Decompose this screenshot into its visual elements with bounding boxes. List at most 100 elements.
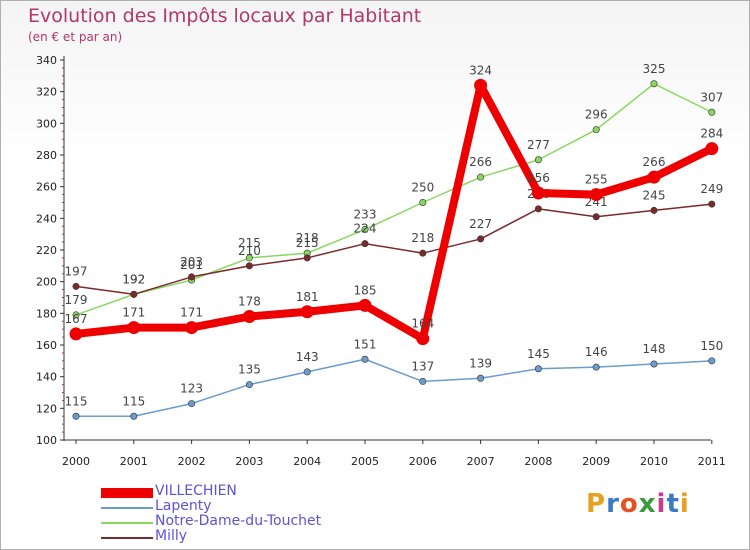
data-point bbox=[531, 186, 545, 200]
logo-letter: P bbox=[586, 489, 607, 519]
data-label: 185 bbox=[354, 283, 377, 297]
data-point bbox=[300, 305, 314, 319]
data-label: 307 bbox=[700, 90, 723, 104]
data-label: 115 bbox=[65, 394, 88, 408]
data-point bbox=[477, 374, 485, 382]
series-line bbox=[75, 358, 713, 417]
data-point bbox=[130, 412, 138, 420]
data-point bbox=[188, 400, 196, 408]
chart-subtitle: (en € et par an) bbox=[28, 30, 123, 44]
data-point bbox=[650, 206, 658, 214]
data-label: 201 bbox=[180, 258, 203, 272]
legend-swatch bbox=[101, 488, 153, 498]
data-label: 227 bbox=[469, 217, 492, 231]
data-point bbox=[419, 249, 427, 257]
data-label: 181 bbox=[296, 290, 319, 304]
data-label: 325 bbox=[643, 62, 666, 76]
series-line bbox=[75, 203, 713, 296]
data-point bbox=[188, 273, 196, 281]
data-label: 192 bbox=[122, 272, 145, 286]
data-point bbox=[708, 357, 716, 365]
y-tick-label: 340 bbox=[36, 54, 57, 67]
data-point bbox=[303, 368, 311, 376]
data-label: 250 bbox=[411, 181, 434, 195]
legend-label: Milly bbox=[155, 528, 188, 544]
data-point bbox=[592, 363, 600, 371]
legend-label: Lapenty bbox=[155, 498, 212, 514]
legend-swatch bbox=[101, 507, 153, 509]
legend-label: VILLECHIEN bbox=[155, 483, 237, 499]
data-point bbox=[592, 126, 600, 134]
data-label: 171 bbox=[122, 306, 145, 320]
x-tick-label: 2005 bbox=[351, 455, 379, 468]
data-label: 255 bbox=[585, 173, 608, 187]
data-label: 215 bbox=[296, 236, 319, 250]
data-point bbox=[647, 170, 661, 184]
x-tick-label: 2007 bbox=[467, 455, 495, 468]
data-point bbox=[361, 225, 369, 233]
data-point bbox=[72, 311, 80, 319]
data-label: 296 bbox=[585, 108, 608, 122]
data-label: 192 bbox=[122, 272, 145, 286]
logo-letter: r bbox=[606, 489, 620, 519]
data-point bbox=[474, 78, 488, 92]
data-label: 171 bbox=[180, 306, 203, 320]
proxiti-logo: Proxiti bbox=[586, 489, 690, 519]
legend-swatch bbox=[101, 537, 153, 539]
y-tick-label: 200 bbox=[36, 276, 57, 289]
data-point bbox=[72, 412, 80, 420]
data-label: 135 bbox=[238, 363, 261, 377]
data-label: 266 bbox=[469, 155, 492, 169]
data-label: 284 bbox=[700, 127, 723, 141]
data-label: 224 bbox=[354, 222, 377, 236]
data-point bbox=[650, 80, 658, 88]
x-tick-label: 2000 bbox=[62, 455, 90, 468]
data-label: 143 bbox=[296, 350, 319, 364]
data-point bbox=[130, 290, 138, 298]
data-label: 256 bbox=[527, 171, 550, 185]
data-label: 146 bbox=[585, 345, 608, 359]
data-point bbox=[361, 240, 369, 248]
data-label: 150 bbox=[700, 339, 723, 353]
data-label: 218 bbox=[296, 231, 319, 245]
x-tick-label: 2008 bbox=[524, 455, 552, 468]
data-point bbox=[534, 205, 542, 213]
legend-swatch bbox=[101, 522, 153, 524]
data-point bbox=[419, 377, 427, 385]
data-label: 210 bbox=[238, 244, 261, 258]
legend-label: Notre-Dame-du-Touchet bbox=[155, 513, 322, 529]
data-point bbox=[245, 254, 253, 262]
y-tick-label: 120 bbox=[36, 402, 57, 415]
data-point bbox=[245, 262, 253, 270]
data-point bbox=[127, 321, 141, 335]
x-tick-label: 2011 bbox=[698, 455, 726, 468]
x-tick-label: 2004 bbox=[293, 455, 321, 468]
data-point bbox=[361, 355, 369, 363]
data-point bbox=[419, 199, 427, 207]
data-label: 148 bbox=[643, 342, 666, 356]
data-label: 164 bbox=[411, 317, 434, 331]
data-point bbox=[416, 332, 430, 346]
data-point bbox=[358, 298, 372, 312]
data-label: 203 bbox=[180, 255, 203, 269]
data-point bbox=[242, 310, 256, 323]
data-point bbox=[708, 108, 716, 116]
data-point bbox=[185, 321, 199, 335]
data-label: 167 bbox=[65, 312, 88, 326]
data-point bbox=[708, 200, 716, 208]
data-point bbox=[303, 254, 311, 262]
x-tick-label: 2003 bbox=[235, 455, 263, 468]
data-point bbox=[477, 173, 485, 181]
series-line bbox=[72, 81, 716, 343]
data-label: 266 bbox=[643, 155, 666, 169]
y-tick-label: 100 bbox=[36, 434, 57, 447]
x-tick-label: 2002 bbox=[178, 455, 206, 468]
series-line bbox=[75, 83, 713, 316]
data-label: 139 bbox=[469, 356, 492, 370]
y-tick-label: 300 bbox=[36, 117, 57, 130]
data-point bbox=[650, 360, 658, 368]
y-tick-label: 140 bbox=[36, 371, 57, 384]
data-label: 245 bbox=[643, 188, 666, 202]
data-label: 277 bbox=[527, 138, 550, 152]
logo-letter: i bbox=[656, 489, 667, 519]
